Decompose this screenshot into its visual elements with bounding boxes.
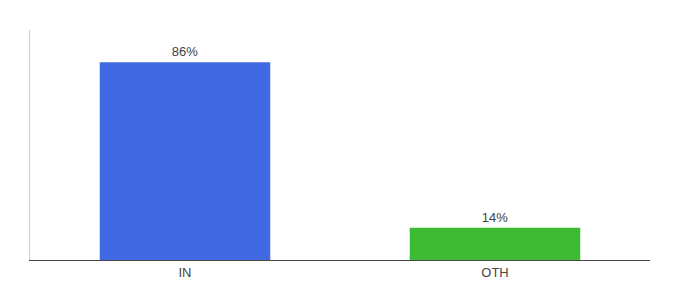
svg-text:OTH: OTH [481,265,508,280]
svg-text:IN: IN [179,265,192,280]
svg-text:86%: 86% [172,44,198,59]
svg-text:14%: 14% [482,210,508,225]
